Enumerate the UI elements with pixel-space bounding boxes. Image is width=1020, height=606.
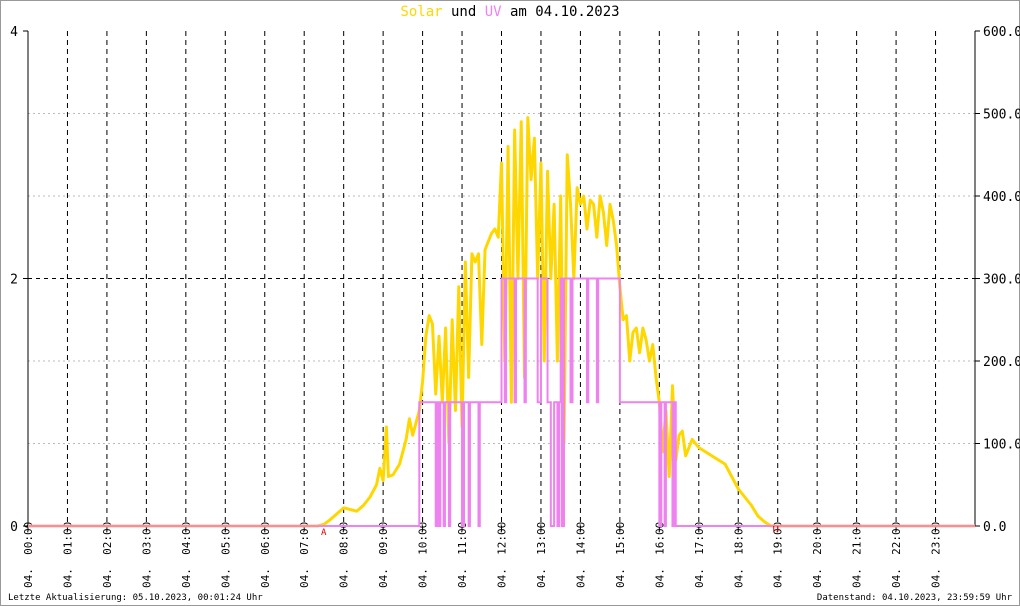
x-tick-label: 04. 11:00 bbox=[456, 522, 469, 588]
right-tick-label: 400.0 bbox=[983, 190, 1020, 205]
x-tick-label: 04. 02:00 bbox=[101, 522, 114, 588]
left-tick-label: 2 bbox=[10, 273, 18, 288]
x-tick-label: 04. 13:00 bbox=[535, 522, 548, 588]
right-tick-label: 500.0 bbox=[983, 108, 1020, 123]
x-tick-label: 04. 21:00 bbox=[851, 522, 864, 588]
right-tick-label: 100.0 bbox=[983, 438, 1020, 453]
x-tick-label: 04. 00:00 bbox=[22, 522, 35, 588]
x-tick-label: 04. 12:00 bbox=[496, 522, 509, 588]
x-tick-label: 04. 01:00 bbox=[61, 522, 74, 588]
x-tick-label: 04. 23:00 bbox=[930, 522, 943, 588]
title-uv: UV bbox=[484, 4, 502, 20]
x-tick-label: 04. 08:00 bbox=[338, 522, 351, 588]
x-tick-label: 04. 17:00 bbox=[693, 522, 706, 588]
x-tick-label: 04. 18:00 bbox=[732, 522, 745, 588]
x-tick-label: 04. 19:00 bbox=[772, 522, 785, 588]
footer-last-update: Letzte Aktualisierung: 05.10.2023, 00:01… bbox=[8, 593, 263, 603]
right-tick-label: 200.0 bbox=[983, 355, 1020, 370]
x-tick-label: 04. 15:00 bbox=[614, 522, 627, 588]
x-tick-label: 04. 05:00 bbox=[219, 522, 232, 588]
chart-title: Solar und UV am 04.10.2023 bbox=[0, 4, 1020, 20]
x-tick-label: 04. 07:00 bbox=[298, 522, 311, 588]
x-tick-label: 04. 04:00 bbox=[180, 522, 193, 588]
left-tick-label: 0 bbox=[10, 520, 18, 535]
footer-data-status: Datenstand: 04.10.2023, 23:59:59 Uhr bbox=[816, 593, 1012, 603]
right-tick-label: 600.0 bbox=[983, 25, 1020, 40]
x-tick-label: 04. 09:00 bbox=[377, 522, 390, 588]
x-tick-label: 04. 20:00 bbox=[811, 522, 824, 588]
x-tick-label: 04. 10:00 bbox=[417, 522, 430, 588]
left-tick-label: 4 bbox=[10, 25, 18, 40]
solar-line bbox=[28, 116, 975, 528]
x-tick-label: 04. 16:00 bbox=[653, 522, 666, 588]
x-tick-label: 04. 14:00 bbox=[574, 522, 587, 588]
uv-line bbox=[28, 277, 975, 527]
x-tick-label: 04. 06:00 bbox=[259, 522, 272, 588]
right-tick-label: 300.0 bbox=[983, 273, 1020, 288]
x-tick-label: 04. 22:00 bbox=[890, 522, 903, 588]
x-tick-label: 04. 03:00 bbox=[140, 522, 153, 588]
title-date: am 04.10.2023 bbox=[501, 4, 620, 20]
title-solar: Solar bbox=[400, 4, 443, 20]
title-und: und bbox=[442, 4, 485, 20]
marker-label: A bbox=[321, 528, 327, 538]
right-tick-label: 0.0 bbox=[983, 520, 1006, 535]
